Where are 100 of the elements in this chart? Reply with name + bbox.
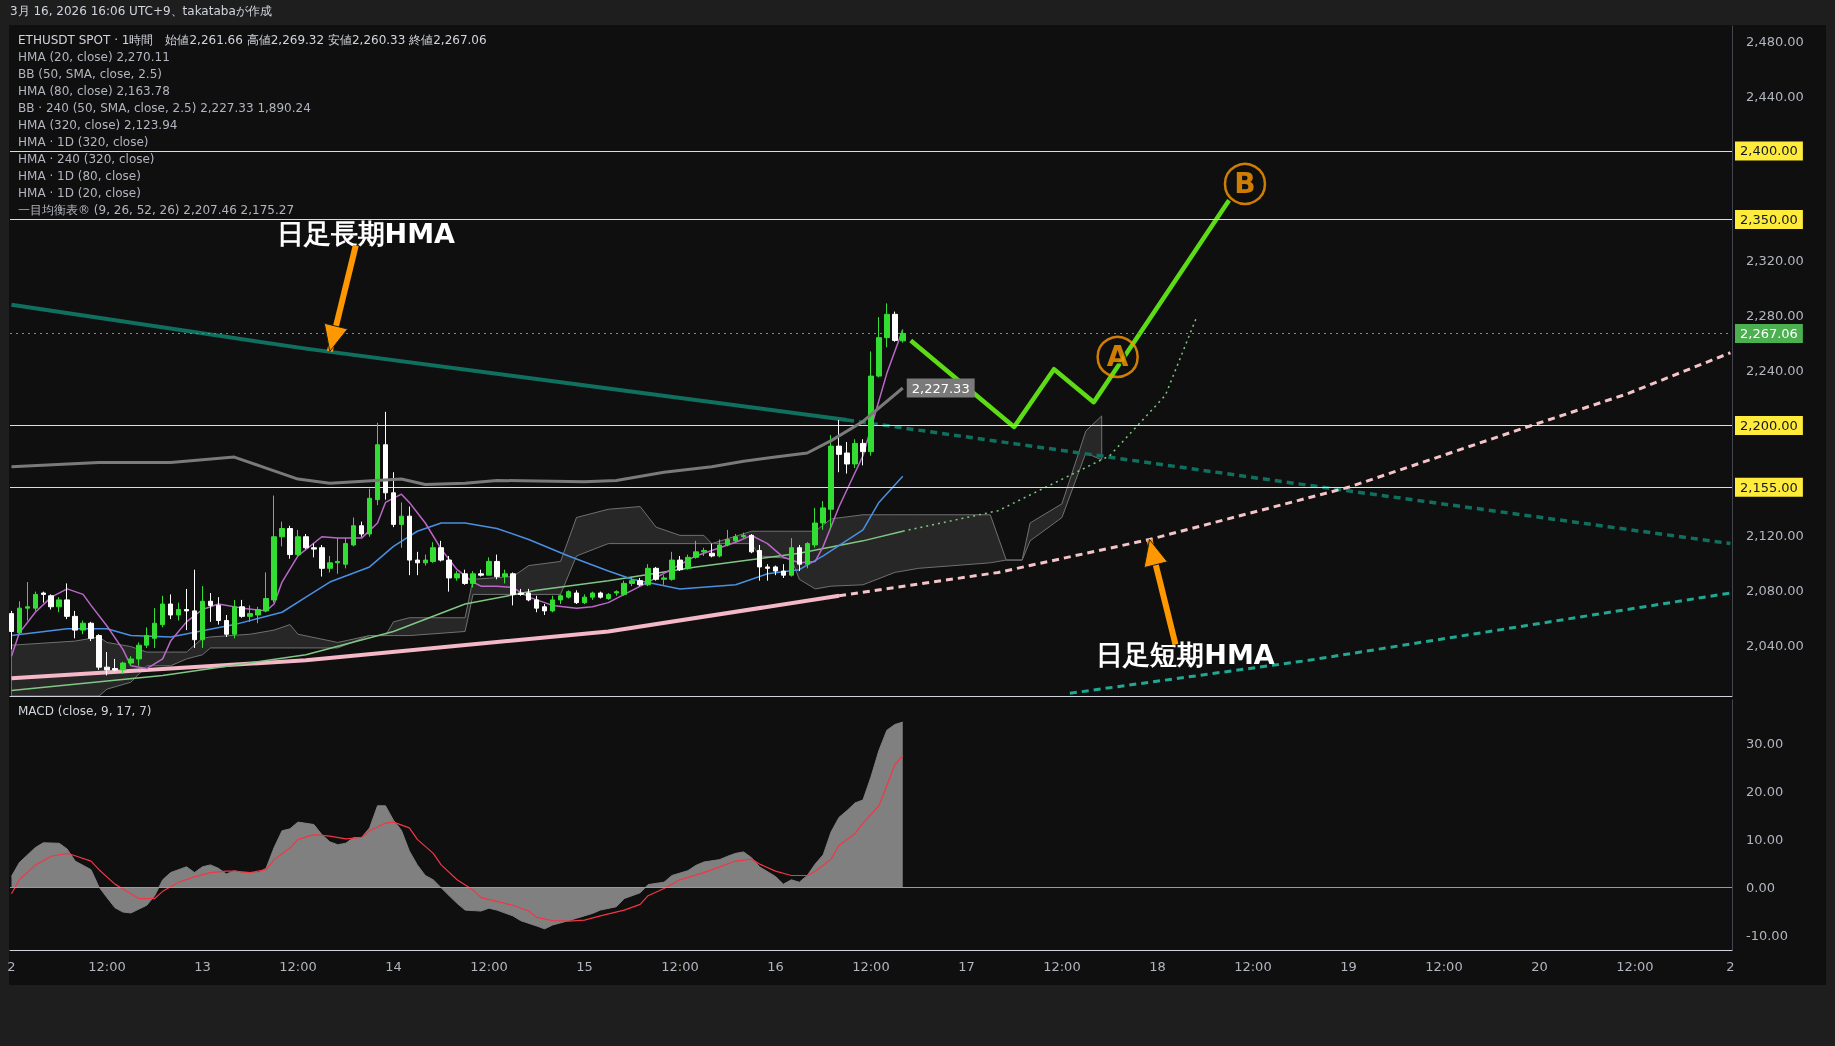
candlestick: [454, 570, 460, 582]
candlestick: [797, 544, 802, 572]
candlestick: [685, 554, 691, 571]
candlestick: [136, 641, 142, 667]
x-tick-label: 13: [194, 959, 211, 974]
line-series: [10, 328, 904, 670]
candlestick: [430, 541, 436, 564]
candlestick: [598, 591, 603, 600]
candlestick: [80, 619, 86, 635]
ref-line-label: 2,400.00: [1740, 143, 1798, 159]
y-tick-label: 2,120.00: [1746, 527, 1804, 543]
candlestick: [232, 599, 237, 639]
candlestick: [805, 541, 810, 569]
text: 始値2,261.66 高値2,269.32 安値2,260.33 終値2,267.06: [165, 33, 487, 47]
candlestick: [518, 588, 524, 597]
ref-line-label: 2,267.06: [1740, 325, 1798, 341]
candlestick: [9, 610, 14, 650]
annotation: HMA · 240 (320, close): [18, 152, 155, 167]
candlestick: [359, 521, 364, 538]
candlestick: [247, 604, 253, 623]
candlestick: [868, 350, 874, 457]
candlestick: [351, 517, 356, 547]
x-tick-label: 12:00: [470, 959, 508, 974]
candlestick: [446, 555, 452, 593]
candlestick: [383, 411, 388, 501]
candlestick: [423, 554, 428, 567]
candlestick: [844, 441, 850, 475]
candlestick: [502, 569, 508, 584]
candlestick: [319, 544, 325, 578]
candlestick: [749, 533, 754, 554]
candlestick: [335, 537, 340, 575]
candlestick: [176, 602, 181, 621]
candlestick: [486, 556, 492, 576]
y-tick-label: 20.00: [1746, 783, 1784, 799]
candlestick: [876, 316, 882, 378]
x-tick-label: 17: [958, 959, 975, 974]
x-tick-label: 18: [1149, 959, 1166, 974]
candlestick: [367, 488, 372, 538]
candlestick: [303, 533, 309, 550]
candlestick: [637, 577, 643, 587]
line-series: [9, 386, 905, 487]
candlestick: [852, 438, 858, 469]
candlestick: [64, 582, 70, 620]
candlestick: [192, 569, 197, 649]
candlestick: [510, 571, 516, 606]
line-series: [10, 754, 904, 922]
candlestick: [112, 658, 118, 672]
x-tick-label: 12:00: [279, 959, 317, 974]
candlestick: [812, 507, 818, 549]
annotation: 日足短期HMA: [1096, 638, 1275, 670]
ref-line-label: 2,350.00: [1740, 212, 1798, 228]
line-series: [10, 475, 904, 638]
candlestick: [629, 576, 635, 587]
y-tick-label: 2,440.00: [1746, 88, 1804, 104]
candlestick: [399, 501, 404, 549]
candlestick: [25, 581, 30, 621]
candlestick: [152, 607, 157, 649]
candlestick: [56, 596, 62, 613]
x-tick-label: 14: [385, 959, 402, 974]
x-tick-label: 12:00: [852, 959, 890, 974]
annotation: HMA (20, close) 2,270.11: [18, 50, 170, 65]
candlestick: [343, 537, 348, 569]
candlestick: [892, 311, 898, 343]
candlestick: [407, 506, 412, 576]
candlestick: [72, 610, 78, 639]
candlestick: [17, 600, 22, 635]
candlestick: [295, 529, 301, 557]
y-tick-label: 2,320.00: [1746, 253, 1804, 269]
ref-line-label: 2,200.00: [1740, 418, 1798, 434]
candlestick: [128, 655, 134, 667]
line-series: [908, 198, 1232, 430]
candlestick: [160, 595, 165, 628]
candlestick: [41, 591, 46, 604]
y-tick-label: 2,480.00: [1746, 33, 1804, 49]
candlestick: [120, 661, 126, 675]
annotation: 日足長期HMA: [276, 217, 456, 249]
candlestick: [558, 593, 563, 605]
candlestick: [717, 538, 722, 558]
text: 3月 16, 2026 16:06 UTC+9、takatabaが作成: [10, 4, 272, 19]
y-tick-label: 2,040.00: [1746, 637, 1804, 653]
candlestick: [789, 537, 794, 578]
x-tick-label: 12:00: [1425, 959, 1463, 974]
candlestick: [438, 540, 444, 562]
x-tick-label: 16: [767, 959, 784, 974]
x-tick-label: 20: [1531, 959, 1548, 974]
candlestick: [669, 551, 675, 582]
candlestick: [462, 569, 468, 586]
candlestick: [693, 540, 699, 560]
candlestick: [208, 592, 213, 623]
x-tick-label: 19: [1340, 959, 1357, 974]
annotation: HMA (320, close) 2,123.94: [18, 118, 178, 133]
candlestick: [327, 555, 333, 573]
candlestick: [582, 593, 587, 605]
candlestick: [773, 565, 778, 576]
candlestick: [184, 588, 189, 631]
candlestick: [478, 569, 484, 578]
candlestick: [255, 606, 261, 624]
candlestick: [709, 543, 715, 558]
candlestick: [566, 589, 571, 600]
x-tick-label: 2: [1726, 959, 1735, 974]
